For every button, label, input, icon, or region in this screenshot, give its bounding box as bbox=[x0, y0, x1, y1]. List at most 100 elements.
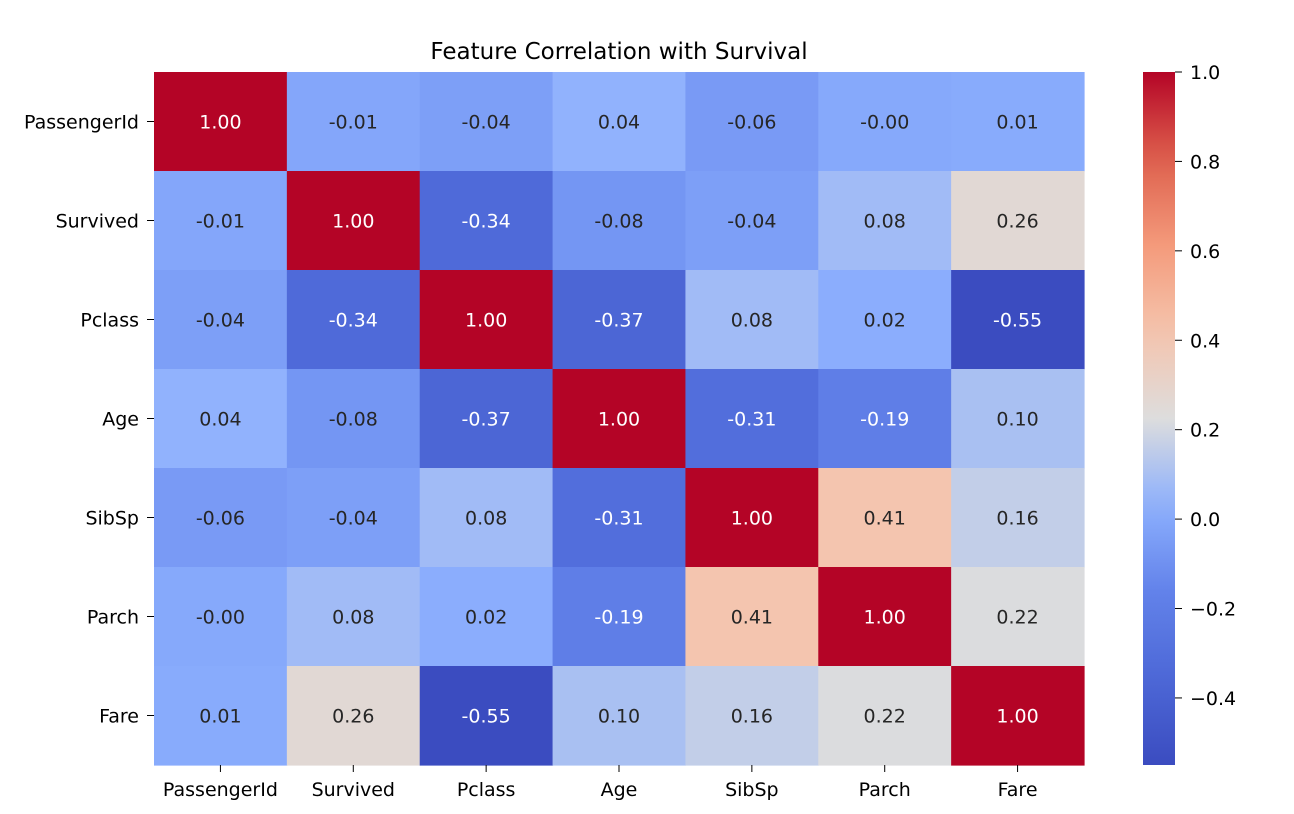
colorbar-tick-label: 0.2 bbox=[1190, 420, 1220, 442]
cell-value-label: -0.06 bbox=[727, 112, 776, 134]
heatmap-cell bbox=[951, 270, 1085, 370]
heatmap-cell bbox=[685, 270, 819, 370]
heatmap-cell bbox=[552, 468, 687, 568]
cell-value-label: -0.00 bbox=[196, 607, 245, 629]
heatmap-cell bbox=[286, 468, 421, 568]
cell-value-label: 1.00 bbox=[332, 211, 374, 233]
heatmap-cell bbox=[552, 171, 687, 271]
heatmap-cell bbox=[951, 666, 1085, 766]
cell-value-label: -0.04 bbox=[196, 310, 245, 332]
heatmap-cell bbox=[419, 468, 554, 568]
colorbar-tick-label: 0.8 bbox=[1190, 151, 1220, 173]
cell-value-label: 0.26 bbox=[996, 211, 1038, 233]
x-tick-label: Pclass bbox=[457, 779, 516, 801]
x-tick-label: SibSp bbox=[725, 779, 779, 801]
cell-value-label: 1.00 bbox=[598, 409, 640, 431]
x-tick-label: Age bbox=[601, 779, 638, 801]
heatmap-cell bbox=[951, 72, 1085, 172]
heatmap-cell bbox=[552, 666, 687, 766]
colorbar-gradient bbox=[1143, 72, 1175, 765]
heatmap-cell bbox=[685, 666, 819, 766]
cell-value-label: -0.31 bbox=[727, 409, 776, 431]
heatmap-cell bbox=[286, 666, 421, 766]
cell-value-label: 0.41 bbox=[864, 508, 906, 530]
cell-value-label: 1.00 bbox=[465, 310, 507, 332]
heatmap-cell bbox=[552, 72, 687, 172]
cell-value-label: 0.04 bbox=[199, 409, 241, 431]
cell-value-label: 0.08 bbox=[864, 211, 906, 233]
heatmap-cells bbox=[154, 72, 1085, 766]
heatmap-cell bbox=[818, 270, 952, 370]
heatmap-cell bbox=[419, 72, 554, 172]
heatmap-cell bbox=[552, 369, 687, 469]
colorbar: 1.0 0.8 0.6 0.4 0.2 0.0 −0.2 −0.4 bbox=[1143, 62, 1236, 765]
heatmap-cell bbox=[552, 270, 687, 370]
y-tick-label: Parch bbox=[87, 607, 139, 629]
heatmap-cell bbox=[685, 369, 819, 469]
heatmap-cell bbox=[818, 567, 952, 667]
heatmap-cell bbox=[685, 468, 819, 568]
heatmap-cell bbox=[552, 567, 687, 667]
heatmap-cell bbox=[419, 270, 554, 370]
heatmap-cell bbox=[419, 666, 554, 766]
heatmap-cell bbox=[286, 72, 421, 172]
x-tick-label: Fare bbox=[998, 779, 1038, 801]
x-tick-label: Parch bbox=[859, 779, 911, 801]
cell-value-label: -0.04 bbox=[329, 508, 378, 530]
heatmap-cell bbox=[154, 369, 288, 469]
y-tick-label: Survived bbox=[56, 211, 139, 233]
heatmap-cell bbox=[951, 369, 1085, 469]
colorbar-tick-label: 0.0 bbox=[1190, 509, 1220, 531]
cell-value-label: 0.01 bbox=[996, 112, 1038, 134]
cell-value-label: 0.01 bbox=[199, 706, 241, 728]
cell-value-label: 0.10 bbox=[996, 409, 1038, 431]
cell-value-label: -0.01 bbox=[196, 211, 245, 233]
cell-value-label: -0.04 bbox=[727, 211, 776, 233]
cell-value-label: 0.16 bbox=[996, 508, 1038, 530]
heatmap-cell bbox=[286, 270, 421, 370]
heatmap-cell bbox=[951, 171, 1085, 271]
cell-value-label: -0.01 bbox=[329, 112, 378, 134]
heatmap-cell bbox=[419, 369, 554, 469]
cell-value-label: -0.08 bbox=[329, 409, 378, 431]
cell-value-label: 1.00 bbox=[864, 607, 906, 629]
heatmap-cell bbox=[154, 666, 288, 766]
cell-value-label: -0.37 bbox=[594, 310, 643, 332]
colorbar-tick-label: 0.6 bbox=[1190, 241, 1220, 263]
heatmap-cell bbox=[685, 72, 819, 172]
cell-value-label: 0.04 bbox=[598, 112, 640, 134]
cell-value-label: -0.00 bbox=[860, 112, 909, 134]
cell-value-label: 0.08 bbox=[731, 310, 773, 332]
heatmap-cell bbox=[818, 666, 952, 766]
cell-value-label: -0.34 bbox=[462, 211, 511, 233]
cell-value-label: 0.02 bbox=[864, 310, 906, 332]
heatmap-cell bbox=[419, 171, 554, 271]
heatmap-cell bbox=[286, 369, 421, 469]
x-axis-tick-labels: PassengerId Survived Pclass Age SibSp Parch Fa… bbox=[163, 765, 1038, 801]
cell-value-label: 1.00 bbox=[199, 112, 241, 134]
chart-title: Feature Correlation with Survival bbox=[430, 39, 807, 65]
cell-value-label: -0.04 bbox=[462, 112, 511, 134]
heatmap-cell bbox=[951, 468, 1085, 568]
heatmap-cell bbox=[818, 468, 952, 568]
colorbar-tick-label: 1.0 bbox=[1190, 62, 1220, 84]
heatmap-cell bbox=[154, 171, 288, 271]
x-tick-label: PassengerId bbox=[163, 779, 278, 801]
cell-value-label: 0.08 bbox=[465, 508, 507, 530]
heatmap-cell bbox=[154, 567, 288, 667]
cell-value-label: 0.10 bbox=[598, 706, 640, 728]
y-tick-label: PassengerId bbox=[24, 112, 139, 134]
cell-value-label: -0.55 bbox=[993, 310, 1042, 332]
cell-value-label: 0.41 bbox=[731, 607, 773, 629]
cell-value-label: -0.55 bbox=[462, 706, 511, 728]
heatmap-cell bbox=[154, 72, 288, 172]
cell-value-label: -0.08 bbox=[594, 211, 643, 233]
cell-value-label: 0.22 bbox=[864, 706, 906, 728]
heatmap-cell bbox=[818, 369, 952, 469]
colorbar-tick-label: −0.2 bbox=[1190, 599, 1236, 621]
heatmap-cell bbox=[685, 171, 819, 271]
y-tick-label: Fare bbox=[99, 706, 139, 728]
heatmap-cell bbox=[818, 171, 952, 271]
cell-value-label: 0.08 bbox=[332, 607, 374, 629]
